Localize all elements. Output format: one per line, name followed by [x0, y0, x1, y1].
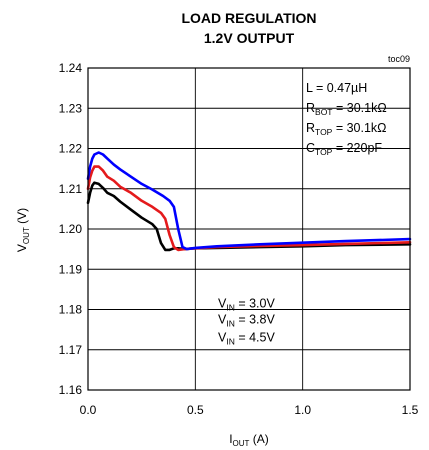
y-axis-label: VOUT (V)	[15, 208, 31, 252]
legend-label-value: = 4.5V	[235, 331, 276, 345]
tick-labels: 1.16 1.17 1.18 1.19 1.20 1.21 1.22 1.23 1.24 0.0 0…	[59, 61, 419, 417]
parameter-annotation-1: L = 0.47µH	[306, 81, 367, 95]
legend-label-value: = 3.8V	[235, 313, 276, 327]
legend-label-main: V	[218, 313, 227, 327]
legend-label-main: V	[218, 297, 227, 311]
legend-entry-3: VIN = 4.5V	[218, 331, 275, 347]
legend-entry-2: VIN = 3.8V	[218, 313, 275, 329]
x-tick-label: 1.0	[294, 403, 311, 417]
annotation-value: = 220pF	[332, 141, 382, 155]
y-tick-label: 1.19	[59, 262, 83, 276]
x-tick-label: 1.5	[402, 403, 419, 417]
annotation-sub: TOP	[315, 127, 333, 137]
x-tick-label: 0.5	[187, 403, 204, 417]
x-axis-label-unit: (A)	[249, 432, 268, 446]
x-axis-label-main: I	[229, 432, 232, 446]
annotation-main: L = 0.47µH	[306, 81, 367, 95]
legend-entry-1: VIN = 3.0V	[218, 297, 275, 313]
annotation-value: = 30.1kΩ	[333, 101, 387, 115]
y-tick-label: 1.17	[59, 343, 83, 357]
annotation-sub: TOP	[315, 147, 333, 157]
legend-label-main: V	[218, 331, 227, 345]
series-lines	[86, 151, 412, 252]
chart-title: LOAD REGULATION	[181, 10, 316, 26]
annotation-main: R	[306, 121, 315, 135]
annotation-sub: BOT	[315, 107, 332, 117]
parameter-annotation-4: CTOP = 220pF	[306, 141, 382, 157]
chart-subtitle: 1.2V OUTPUT	[204, 30, 295, 46]
plot-frame	[87, 67, 411, 391]
x-tick-label: 0.0	[80, 403, 97, 417]
y-axis-label-sub: OUT	[22, 227, 31, 244]
y-axis-label-main: V	[15, 244, 29, 252]
y-tick-label: 1.18	[59, 303, 83, 317]
annotation-main: C	[306, 141, 315, 155]
legend-label-value: = 3.0V	[235, 297, 276, 311]
series-line-3	[86, 151, 412, 251]
parameter-annotation-3: RTOP = 30.1kΩ	[306, 121, 387, 137]
y-tick-label: 1.24	[59, 61, 83, 75]
y-axis-label-unit: (V)	[15, 208, 29, 227]
figure-id: toc09	[388, 54, 410, 64]
legend-label-sub: IN	[226, 303, 235, 313]
y-tick-label: 1.21	[59, 182, 83, 196]
x-axis-label-sub: OUT	[233, 439, 250, 448]
legend-label-sub: IN	[226, 337, 235, 347]
annotation-value: = 30.1kΩ	[332, 121, 386, 135]
x-axis-label: IOUT (A)	[229, 432, 269, 448]
y-tick-label: 1.20	[59, 222, 83, 236]
legend-label-sub: IN	[226, 319, 235, 329]
y-tick-label: 1.23	[59, 101, 83, 115]
annotation-main: R	[306, 101, 315, 115]
parameter-annotation-2: RBOT = 30.1kΩ	[306, 101, 387, 117]
y-tick-label: 1.16	[59, 383, 83, 397]
y-tick-label: 1.22	[59, 142, 83, 156]
